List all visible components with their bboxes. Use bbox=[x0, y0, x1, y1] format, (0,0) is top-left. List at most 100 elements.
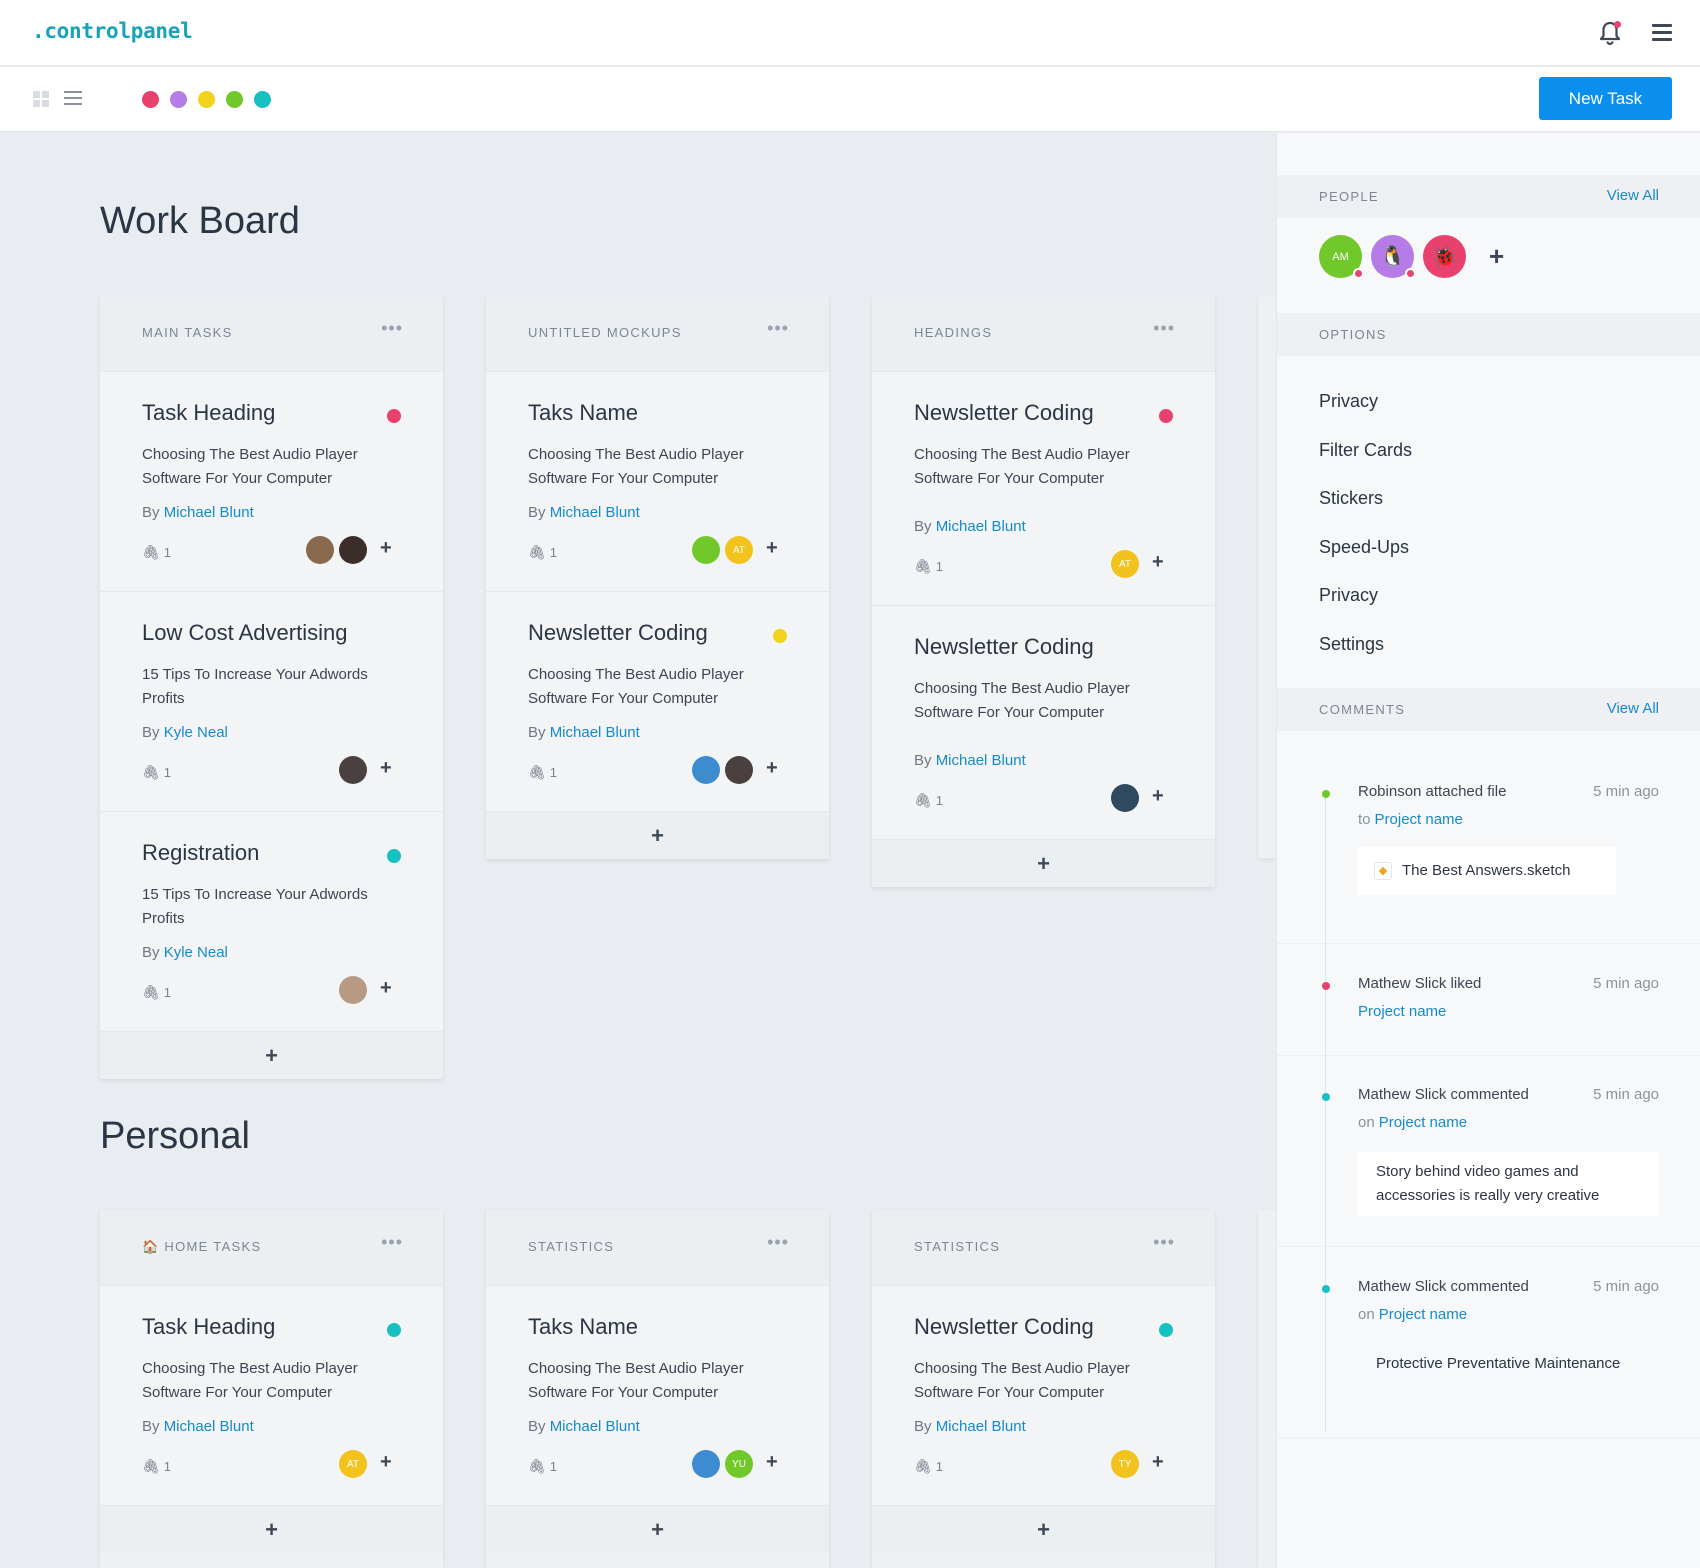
author-link[interactable]: Kyle Neal bbox=[163, 724, 228, 741]
more-options-icon[interactable]: ••• bbox=[767, 318, 789, 338]
penguin-icon: 🐧 bbox=[1380, 246, 1405, 268]
more-options-icon[interactable]: ••• bbox=[767, 1232, 789, 1252]
add-assignee-button[interactable]: + bbox=[1152, 785, 1164, 807]
add-assignee-button[interactable]: + bbox=[380, 977, 392, 999]
author-link[interactable]: Michael Blunt bbox=[935, 1418, 1026, 1435]
avatar[interactable] bbox=[692, 1450, 720, 1478]
add-card-button[interactable]: + bbox=[1037, 1517, 1050, 1542]
option-speed-ups[interactable]: Speed-Ups bbox=[1319, 537, 1410, 557]
add-assignee-button[interactable]: + bbox=[1152, 1451, 1164, 1473]
author-link[interactable]: Michael Blunt bbox=[935, 518, 1026, 535]
add-assignee-button[interactable]: + bbox=[380, 757, 392, 779]
author-link[interactable]: Michael Blunt bbox=[935, 752, 1026, 769]
avatar[interactable] bbox=[692, 756, 720, 784]
task-card[interactable]: Newsletter Coding Choosing The Best Audi… bbox=[872, 1285, 1215, 1505]
add-person-button[interactable]: + bbox=[1489, 241, 1505, 271]
person-avatar[interactable]: 🐞 bbox=[1423, 235, 1466, 278]
avatar-initials[interactable]: AT bbox=[1111, 550, 1139, 578]
add-assignee-button[interactable]: + bbox=[766, 1451, 778, 1473]
grid-view-icon[interactable] bbox=[33, 91, 49, 107]
task-card[interactable]: Taks Name Choosing The Best Audio Player… bbox=[486, 1285, 829, 1505]
attachment-count: 🖇 1 bbox=[528, 764, 557, 781]
comment-time: 5 min ago bbox=[1593, 1086, 1659, 1103]
task-card[interactable]: Task Heading Choosing The Best Audio Pla… bbox=[100, 371, 443, 591]
priority-dot bbox=[387, 849, 401, 863]
card-title: Task Heading bbox=[142, 1314, 276, 1339]
right-sidebar: PEOPLE View All AM 🐧 🐞 + OPTIONS Privacy… bbox=[1276, 133, 1700, 1568]
project-link[interactable]: Project name bbox=[1358, 1003, 1447, 1020]
people-view-all-link[interactable]: View All bbox=[1606, 187, 1659, 204]
card-author-line: By Michael Blunt bbox=[914, 752, 1026, 769]
task-card[interactable]: Newsletter Coding Choosing The Best Audi… bbox=[872, 605, 1215, 839]
option-privacy[interactable]: Privacy bbox=[1319, 391, 1379, 411]
avatar-initials[interactable]: AT bbox=[339, 1450, 367, 1478]
person-avatar[interactable]: AM bbox=[1319, 235, 1364, 279]
add-assignee-button[interactable]: + bbox=[380, 537, 392, 559]
avatar[interactable] bbox=[339, 536, 367, 564]
add-assignee-button[interactable]: + bbox=[766, 537, 778, 559]
task-card[interactable]: Registration 15 Tips To Increase Your Ad… bbox=[100, 811, 443, 1031]
author-link[interactable]: Michael Blunt bbox=[549, 724, 640, 741]
color-filter-yellow[interactable] bbox=[198, 91, 215, 108]
column-peek bbox=[1258, 1210, 1276, 1568]
avatar[interactable] bbox=[339, 756, 367, 784]
attachment-count: 🖇 1 bbox=[528, 544, 557, 561]
task-card[interactable]: Low Cost Advertising 15 Tips To Increase… bbox=[100, 591, 443, 811]
comment-prefix: to bbox=[1358, 811, 1371, 828]
option-settings[interactable]: Settings bbox=[1319, 634, 1385, 654]
option-stickers[interactable]: Stickers bbox=[1319, 488, 1384, 508]
author-link[interactable]: Michael Blunt bbox=[549, 1418, 640, 1435]
hamburger-menu-icon[interactable] bbox=[1652, 24, 1672, 42]
more-options-icon[interactable]: ••• bbox=[381, 318, 403, 338]
avatar-initials[interactable]: YU bbox=[725, 1450, 753, 1478]
avatar[interactable] bbox=[725, 756, 753, 784]
color-filter-green[interactable] bbox=[226, 91, 243, 108]
notification-bell-icon[interactable] bbox=[1598, 20, 1622, 46]
app-logo[interactable]: .controlpanel bbox=[32, 19, 193, 43]
add-card-button[interactable]: + bbox=[651, 1517, 664, 1542]
color-filter-pink[interactable] bbox=[142, 91, 159, 108]
task-card[interactable]: Newsletter Coding Choosing The Best Audi… bbox=[486, 591, 829, 811]
comments-view-all-link[interactable]: View All bbox=[1606, 700, 1659, 717]
more-options-icon[interactable]: ••• bbox=[1153, 318, 1175, 338]
project-link[interactable]: Project name bbox=[1378, 1114, 1468, 1131]
add-assignee-button[interactable]: + bbox=[380, 1451, 392, 1473]
more-options-icon[interactable]: ••• bbox=[381, 1232, 403, 1252]
task-card[interactable]: Taks Name Choosing The Best Audio Player… bbox=[486, 371, 829, 591]
avatar[interactable] bbox=[692, 536, 720, 564]
avatar-initials[interactable]: TY bbox=[1111, 1450, 1139, 1478]
avatar[interactable] bbox=[1111, 784, 1139, 812]
color-filter-purple[interactable] bbox=[170, 91, 187, 108]
add-card-button[interactable]: + bbox=[265, 1517, 278, 1542]
add-card-button[interactable]: + bbox=[1037, 851, 1050, 876]
add-assignee-button[interactable]: + bbox=[1152, 551, 1164, 573]
project-link[interactable]: Project name bbox=[1374, 811, 1463, 828]
comment-text: Protective Preventative Maintenance bbox=[1376, 1355, 1621, 1372]
card-description: Choosing The Best Audio Player Software … bbox=[528, 446, 744, 487]
task-card[interactable]: Task Heading Choosing The Best Audio Pla… bbox=[100, 1285, 443, 1505]
project-link[interactable]: Project name bbox=[1378, 1306, 1468, 1323]
add-card-button[interactable]: + bbox=[651, 823, 664, 848]
avatar[interactable] bbox=[306, 536, 334, 564]
author-link[interactable]: Michael Blunt bbox=[163, 1418, 254, 1435]
person-avatar[interactable]: 🐧 bbox=[1371, 235, 1416, 279]
add-card-button[interactable]: + bbox=[265, 1043, 278, 1068]
option-filter-cards[interactable]: Filter Cards bbox=[1319, 440, 1413, 460]
author-link[interactable]: Michael Blunt bbox=[549, 504, 640, 521]
card-title: Newsletter Coding bbox=[914, 634, 1094, 659]
list-view-icon[interactable] bbox=[64, 91, 82, 107]
author-link[interactable]: Kyle Neal bbox=[163, 944, 228, 961]
author-link[interactable]: Michael Blunt bbox=[163, 504, 254, 521]
attachment-box[interactable]: ◆ The Best Answers.sketch bbox=[1358, 847, 1616, 895]
status-badge bbox=[1353, 268, 1364, 279]
task-card[interactable]: Newsletter Coding Choosing The Best Audi… bbox=[872, 371, 1215, 605]
color-filter-teal[interactable] bbox=[254, 91, 271, 108]
sketch-file-icon: ◆ bbox=[1374, 862, 1392, 881]
new-task-button[interactable]: New Task bbox=[1539, 77, 1672, 120]
option-privacy[interactable]: Privacy bbox=[1319, 585, 1379, 605]
avatar-initials[interactable]: AT bbox=[725, 536, 753, 564]
add-assignee-button[interactable]: + bbox=[766, 757, 778, 779]
more-options-icon[interactable]: ••• bbox=[1153, 1232, 1175, 1252]
comment-author: Mathew Slick commented bbox=[1358, 1086, 1529, 1103]
avatar[interactable] bbox=[339, 976, 367, 1004]
